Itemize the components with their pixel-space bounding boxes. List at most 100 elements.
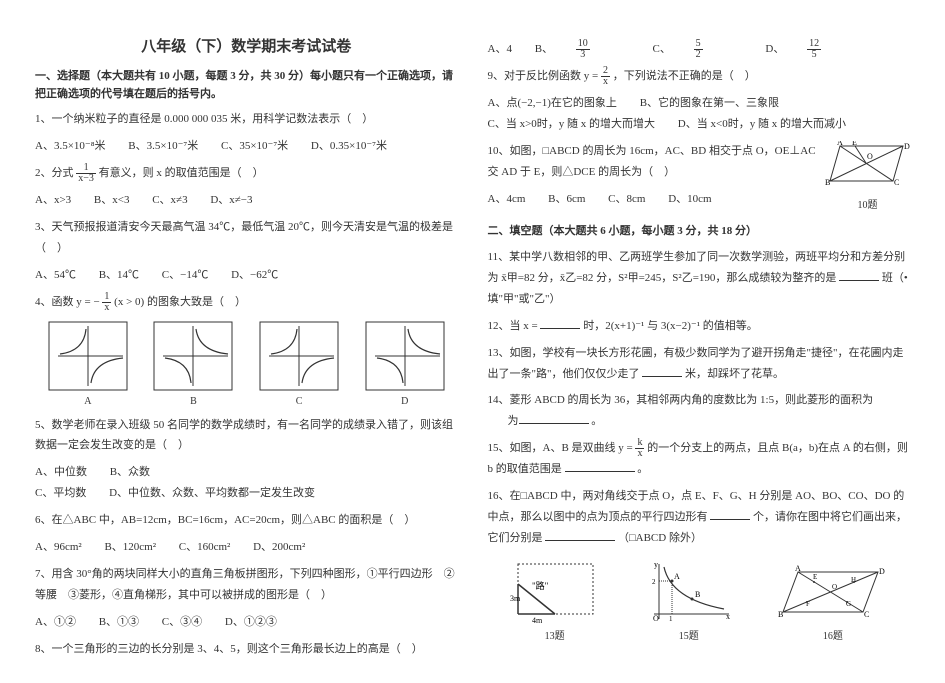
fig13: "路" 3m 4m 13题 — [510, 559, 600, 642]
q1-optC: C、35×10⁻⁷米 — [221, 140, 288, 152]
section2-header: 二、填空题（本大题共 6 小题，每小题 3 分，共 18 分） — [488, 223, 911, 241]
q12: 12、当 x = 时，2(x+1)⁻¹ 与 3(x−2)⁻¹ 的值相等。 — [488, 316, 911, 337]
graph-c-svg — [259, 321, 339, 391]
q10-optB: B、6cm — [548, 193, 585, 205]
q4-labelB: B — [153, 396, 233, 407]
svg-text:y: y — [654, 560, 658, 569]
svg-text:O: O — [832, 583, 837, 591]
q4-text-a: 4、函数 y = − — [35, 296, 100, 308]
q1-options: A、3.5×10⁻⁸米 B、3.5×10⁻⁷米 C、35×10⁻⁷米 D、0.3… — [35, 136, 458, 157]
q8-options: A、4 B、 103 C、 52 D、 125 — [488, 39, 911, 60]
q1-text: 1、一个纳米粒子的直径是 0.000 000 035 米，用科学记数法表示（ ） — [35, 109, 458, 130]
q2: 2、分式 1 x−3 有意义，则 x 的取值范围是（ ） — [35, 163, 458, 184]
q11-blank — [839, 269, 879, 281]
q2-fraction: 1 x−3 — [76, 163, 96, 184]
q13-text-b: 米，却踩坏了花草。 — [685, 368, 784, 380]
q4-labelA: A — [48, 396, 128, 407]
q9-optB: B、它的图象在第一、三象限 — [640, 97, 779, 109]
q4-graphB: B — [153, 321, 233, 407]
graph-b-svg — [153, 321, 233, 391]
q8-text: 8、一个三角形的三边的长分别是 3、4、5，则这个三角形最长边上的高是（ ） — [35, 639, 458, 660]
q8-optC: C、 52 — [653, 43, 746, 55]
fig16-label: 16题 — [778, 627, 888, 642]
q9-options: A、点(−2,−1)在它的图象上 B、它的图象在第一、三象限 C、当 x>0时，… — [488, 93, 911, 135]
svg-text:C: C — [894, 178, 899, 187]
q9-fraction: 2 x — [601, 66, 610, 87]
graph-a-svg — [48, 321, 128, 391]
q5-options: A、中位数 B、众数 C、平均数 D、中位数、众数、平均数都一定发生改变 — [35, 462, 458, 504]
graph-d-svg — [365, 321, 445, 391]
svg-text:B: B — [695, 590, 700, 599]
q10-svg: A D B C O E — [825, 141, 910, 189]
q15-text-a: 15、如图，A、B 是双曲线 y = — [488, 442, 636, 454]
q4-graphs: A B C — [35, 321, 458, 407]
q10: A D B C O E 10题 10、如图，□ABCD 的周长为 16cm，AC… — [488, 141, 911, 183]
q3-options: A、54℃ B、14℃ C、−14℃ D、−62℃ — [35, 265, 458, 286]
fig15: A B O x y 2 1 15题 — [644, 559, 734, 642]
q2-text-b: 有意义，则 x 的取值范围是（ ） — [99, 167, 264, 179]
q7-options: A、①② B、①③ C、③④ D、①②③ — [35, 612, 458, 633]
q16: 16、在□ABCD 中，两对角线交于点 O，点 E、F、G、H 分别是 AO、B… — [488, 486, 911, 549]
q11: 11、某中学八数相邻的甲、乙两班学生参加了同一次数学测验，两班平均分和方差分别为… — [488, 247, 911, 310]
svg-text:D: D — [904, 142, 910, 151]
q8-optA: A、4 — [488, 43, 512, 55]
q2-optA: A、x>3 — [35, 194, 71, 206]
q10-figlabel: 10题 — [825, 196, 910, 215]
q15-fraction: k x — [635, 438, 644, 459]
q4-labelC: C — [259, 396, 339, 407]
q14-text-b: 。 — [591, 415, 602, 427]
left-column: 八年级（下）数学期末考试试卷 一、选择题（本大题共有 10 小题，每题 3 分，… — [20, 35, 473, 663]
q14: 14、菱形 ABCD 的周长为 36，其相邻两内角的度数比为 1:5，则此菱形的… — [488, 390, 911, 432]
svg-text:C: C — [864, 610, 869, 619]
q13: 13、如图，学校有一块长方形花圃，有极少数同学为了避开拐角走"捷径"，在花圃内走… — [488, 343, 911, 385]
q13-blank — [642, 365, 682, 377]
svg-text:2: 2 — [652, 578, 656, 586]
q5-optC: C、平均数 — [35, 487, 86, 499]
q4-text-b: (x > 0) 的图象大致是（ ） — [114, 296, 246, 308]
q7-optC: C、③④ — [162, 616, 202, 628]
q14-blank — [519, 412, 589, 424]
fig15-svg: A B O x y 2 1 — [644, 559, 734, 624]
q10-text: 10、如图，□ABCD 的周长为 16cm，AC、BD 相交于点 O，OE⊥AC… — [488, 145, 816, 178]
q6-optB: B、120cm² — [104, 541, 156, 553]
q7-text: 7、用含 30°角的两块同样大小的直角三角板拼图形，下列四种图形，①平行四边形 … — [35, 564, 458, 606]
q9-optD: D、当 x<0时，y 随 x 的增大而减小 — [678, 118, 846, 130]
q7-optD: D、①②③ — [225, 616, 277, 628]
q5-text: 5、数学老师在录入班级 50 名同学的数学成绩时，有一名同学的成绩录入错了，则该… — [35, 415, 458, 457]
q4-labelD: D — [365, 396, 445, 407]
q12-text-a: 12、当 x = — [488, 320, 541, 332]
fig16-svg: A D B C O E H F G — [778, 564, 888, 624]
section1-header: 一、选择题（本大题共有 10 小题，每题 3 分，共 30 分）每小题只有一个正… — [35, 68, 458, 103]
exam-title: 八年级（下）数学期末考试试卷 — [35, 35, 458, 56]
svg-text:1: 1 — [669, 615, 673, 623]
q12-blank — [540, 317, 580, 329]
svg-text:D: D — [879, 567, 885, 576]
q2-optB: B、x<3 — [94, 194, 130, 206]
q7-optB: B、①③ — [99, 616, 139, 628]
q16-blank2 — [545, 529, 615, 541]
svg-text:3m: 3m — [510, 594, 521, 603]
q3-optA: A、54℃ — [35, 269, 76, 281]
fig15-label: 15题 — [644, 627, 734, 642]
q6-options: A、96cm² B、120cm² C、160cm² D、200cm² — [35, 537, 458, 558]
svg-text:E: E — [852, 141, 857, 147]
q3-optB: B、14℃ — [99, 269, 139, 281]
q7-optA: A、①② — [35, 616, 76, 628]
q3-text: 3、天气预报报道清安今天最高气温 34℃，最低气温 20℃，则今天清安是气温的极… — [35, 217, 458, 259]
svg-text:"路": "路" — [532, 580, 549, 591]
q1-optA: A、3.5×10⁻⁸米 — [35, 140, 106, 152]
q3-optD: D、−62℃ — [231, 269, 278, 281]
q12-text-b: 时，2(x+1)⁻¹ 与 3(x−2)⁻¹ 的值相等。 — [583, 320, 758, 332]
q10-optC: C、8cm — [608, 193, 645, 205]
svg-text:A: A — [837, 141, 843, 147]
q10-figure: A D B C O E 10题 — [825, 141, 910, 215]
q8-optD: D、 125 — [765, 43, 861, 55]
q4-fraction: 1 x — [102, 292, 111, 313]
q2-optC: C、x≠3 — [152, 194, 187, 206]
bottom-figures: "路" 3m 4m 13题 A B O x y 2 1 — [488, 559, 911, 642]
svg-text:O: O — [867, 152, 873, 161]
svg-text:B: B — [825, 178, 830, 187]
q1-optD: D、0.35×10⁻⁷米 — [311, 140, 387, 152]
q3-optC: C、−14℃ — [162, 269, 209, 281]
svg-text:B: B — [778, 610, 783, 619]
